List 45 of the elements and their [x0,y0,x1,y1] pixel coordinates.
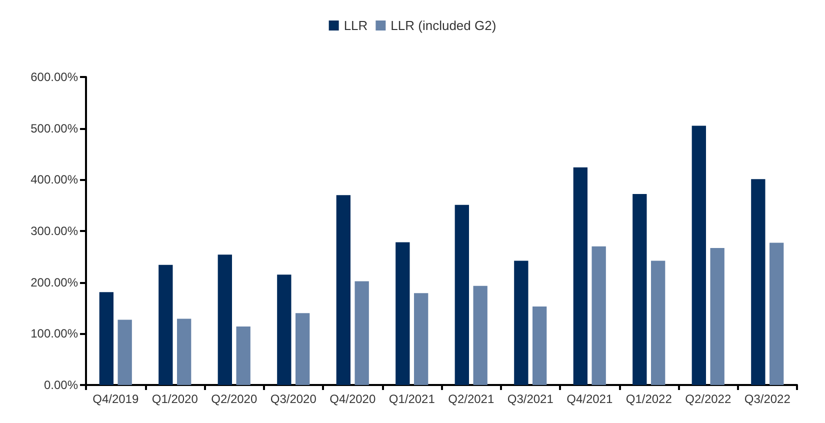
y-tick-label: 400.00% [30,172,78,187]
x-tick-label: Q3/2022 [744,392,791,406]
bar [396,242,410,385]
bar [532,306,547,385]
x-tick-label: Q2/2021 [448,392,494,406]
legend-label: LLR (included G2) [390,18,496,33]
bar [751,179,766,385]
x-tick-label: Q1/2020 [152,392,198,406]
x-tick-label: Q4/2020 [330,392,376,406]
bar [770,242,784,385]
bar [336,195,350,385]
bar [354,281,369,385]
x-tick-label: Q4/2021 [566,392,613,406]
bar [414,293,428,385]
x-tick-label: Q2/2022 [685,392,732,406]
y-tick-label: 300.00% [30,224,78,238]
bar [592,246,606,385]
bar [99,292,114,385]
bar [177,318,192,385]
bar [573,167,588,385]
bar [218,254,232,385]
x-tick-label: Q1/2022 [626,392,672,406]
bar [692,126,706,385]
x-tick-label: Q1/2021 [388,392,436,406]
y-tick-label: 0.00% [44,378,78,392]
bar [296,313,310,385]
y-tick-label: 500.00% [30,121,78,136]
x-tick-label: Q3/2020 [270,392,317,406]
bar [236,326,250,385]
y-tick-label: 100.00% [30,326,78,341]
y-tick-label: 600.00% [30,70,78,84]
legend-label: LLR [344,18,368,33]
bar [158,264,173,385]
x-tick-label: Q2/2020 [211,392,258,406]
bar [710,248,724,385]
bar [514,260,528,385]
bar [277,274,292,385]
x-tick-label: Q3/2021 [507,392,554,406]
bar [651,260,666,385]
y-tick-label: 200.00% [30,275,78,290]
x-tick-label: Q4/2019 [92,392,139,406]
bar [118,320,132,385]
bar [454,204,469,385]
bar [473,286,488,385]
bar [632,194,647,385]
